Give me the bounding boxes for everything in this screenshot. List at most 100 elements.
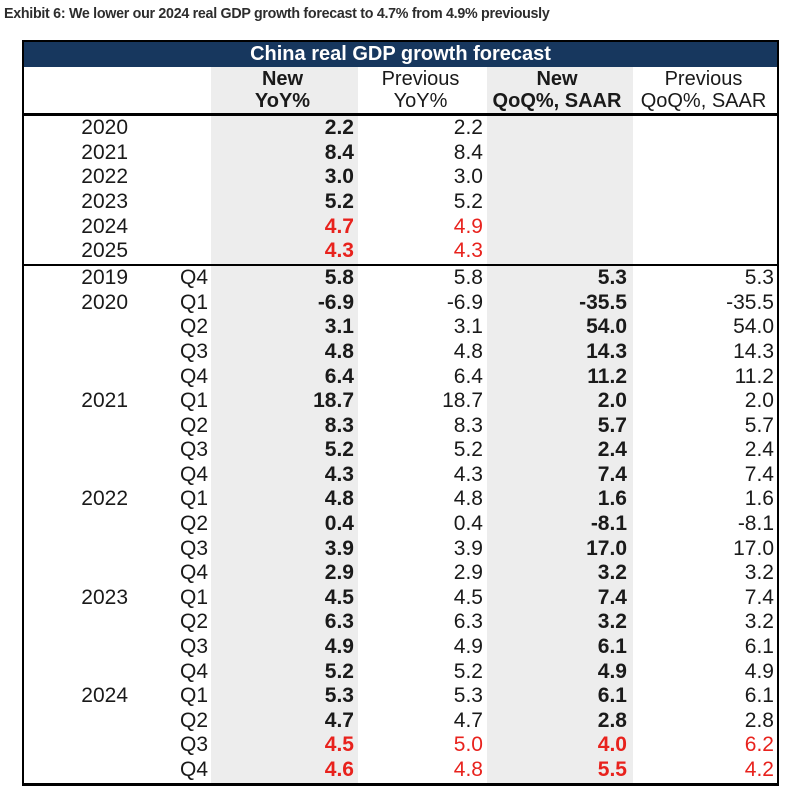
new-qoq-cell: 54.0 (487, 315, 633, 340)
year-cell: 2022 (81, 165, 128, 189)
prev-yoy-cell: 4.7 (453, 708, 483, 732)
prev-yoy-cell: 5.2 (453, 190, 483, 214)
prev-qoq-cell: 4.9 (744, 659, 774, 683)
table-row: 2024 Q1 5.3 5.3 6.1 6.1 (24, 684, 777, 709)
header-line: Previous (381, 68, 460, 90)
prev-qoq-cell: 17.0 (733, 536, 774, 560)
prev-yoy-cell: -6.9 (446, 290, 483, 314)
header-line: New (536, 68, 578, 90)
new-qoq-cell: 7.4 (487, 585, 633, 611)
table-row: Q4 6.4 6.4 11.2 11.2 (24, 364, 777, 390)
new-yoy-cell: 3.1 (211, 315, 358, 340)
quarter-cell: Q3 (179, 635, 208, 659)
new-yoy-cell: 8.3 (211, 413, 358, 439)
prev-qoq-cell: 3.2 (744, 561, 774, 585)
prev-qoq-cell: -8.1 (737, 512, 774, 536)
prev-qoq-cell (633, 165, 777, 190)
new-qoq-cell (487, 116, 633, 141)
year-cell: 2023 (81, 585, 128, 609)
annual-section: 2020 2.2 2.2 2021 8.4 8.4 2022 3.0 3.0 2… (24, 116, 777, 265)
prev-yoy-cell: 5.0 (453, 733, 483, 757)
new-qoq-cell (487, 214, 633, 240)
prev-qoq-cell: 1.6 (744, 487, 774, 511)
prev-qoq-cell: 7.4 (744, 585, 774, 609)
new-qoq-cell: 5.3 (487, 266, 633, 291)
prev-qoq-cell: 2.8 (744, 708, 774, 732)
prev-qoq-cell: 6.2 (744, 733, 774, 757)
quarter-cell: Q4 (179, 266, 208, 290)
new-yoy-cell: 4.9 (211, 635, 358, 660)
new-qoq-cell: 14.3 (487, 339, 633, 365)
table-row: Q3 4.9 4.9 6.1 6.1 (24, 635, 777, 660)
prev-qoq-cell (633, 116, 777, 141)
prev-yoy-cell: 5.2 (453, 438, 483, 462)
new-yoy-cell: 8.4 (211, 140, 358, 166)
prev-yoy-cell: 18.7 (442, 389, 483, 413)
year-cell (24, 438, 135, 463)
prev-yoy-cell: 6.4 (453, 364, 483, 388)
year-cell: 2020 (81, 116, 128, 139)
year-cell (24, 709, 135, 734)
new-yoy-cell: 4.6 (211, 758, 358, 783)
year-cell: 2020 (81, 290, 128, 314)
year-cell (24, 463, 135, 488)
header-line: YoY% (254, 90, 311, 112)
quarter-cell (135, 116, 211, 141)
year-cell: 2021 (81, 389, 128, 413)
prev-qoq-cell: 2.0 (744, 389, 774, 413)
prev-qoq-cell (633, 215, 777, 240)
table-row: Q4 4.6 4.8 5.5 4.2 (24, 758, 777, 783)
new-qoq-cell (487, 140, 633, 166)
new-qoq-cell: 2.0 (487, 389, 633, 414)
header-new-qoq-saar: New QoQ%, SAAR (487, 67, 633, 113)
prev-yoy-cell: 2.2 (453, 116, 483, 139)
header-line: New (261, 68, 304, 90)
prev-qoq-cell: 6.1 (744, 635, 774, 659)
quarter-cell: Q2 (179, 413, 208, 437)
year-cell (24, 733, 135, 758)
year-cell (24, 610, 135, 635)
quarter-cell (135, 239, 211, 264)
new-yoy-cell: 6.4 (211, 364, 358, 390)
new-qoq-cell: 6.1 (487, 684, 633, 709)
year-cell: 2024 (81, 684, 128, 708)
prev-yoy-cell: 3.0 (453, 165, 483, 189)
year-cell: 2022 (81, 487, 128, 511)
quarter-cell: Q1 (179, 290, 208, 314)
header-quarter-spacer (135, 67, 211, 113)
quarter-cell: Q3 (179, 438, 208, 462)
prev-yoy-cell: 8.3 (453, 413, 483, 437)
table-row: Q2 3.1 3.1 54.0 54.0 (24, 315, 777, 340)
new-qoq-cell: 11.2 (487, 364, 633, 390)
table-title-bar: China real GDP growth forecast (24, 42, 777, 67)
quarter-cell: Q4 (179, 561, 208, 585)
prev-yoy-cell: 4.3 (453, 239, 483, 263)
table-row: 2021 Q1 18.7 18.7 2.0 2.0 (24, 389, 777, 414)
quarter-cell: Q4 (179, 364, 208, 388)
year-cell (24, 315, 135, 340)
new-qoq-cell: 2.4 (487, 438, 633, 463)
prev-yoy-cell: 4.8 (453, 758, 483, 781)
prev-yoy-cell: 4.3 (453, 462, 483, 486)
header-line: Previous (664, 68, 743, 90)
header-line: YoY% (393, 90, 448, 112)
year-cell: 2019 (81, 266, 128, 290)
quarter-cell (135, 141, 211, 166)
quarter-cell: Q2 (179, 512, 208, 536)
quarter-cell: Q1 (179, 585, 208, 609)
new-yoy-cell: 4.5 (211, 733, 358, 758)
prev-qoq-cell: 6.1 (744, 684, 774, 708)
table-row: 2025 4.3 4.3 (24, 239, 777, 265)
quarter-cell (135, 215, 211, 240)
prev-yoy-cell: 5.8 (453, 266, 483, 290)
new-yoy-cell: 5.3 (211, 684, 358, 709)
new-qoq-cell: -8.1 (487, 512, 633, 537)
year-cell: 2024 (81, 214, 128, 238)
new-qoq-cell (487, 190, 633, 215)
new-qoq-cell: -35.5 (487, 290, 633, 316)
prev-yoy-cell: 8.4 (453, 140, 483, 164)
new-yoy-cell: 5.2 (211, 438, 358, 463)
prev-yoy-cell: 4.8 (453, 339, 483, 363)
quarter-cell: Q3 (179, 536, 208, 560)
header-year-spacer (24, 67, 135, 113)
